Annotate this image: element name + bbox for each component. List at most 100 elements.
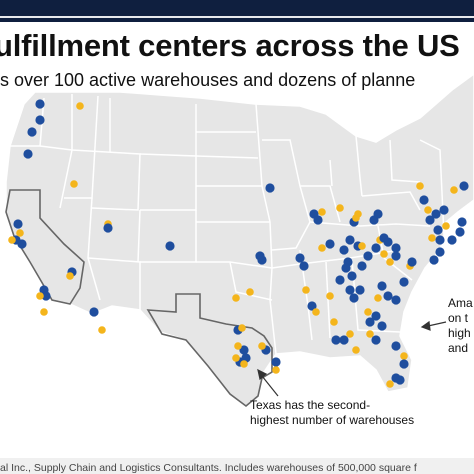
active-warehouse-marker <box>339 335 349 345</box>
active-warehouse-marker <box>271 357 281 367</box>
active-warehouse-marker <box>399 277 409 287</box>
planned-warehouse-marker <box>66 272 74 280</box>
planned-warehouse-marker <box>424 206 432 214</box>
active-warehouse-marker <box>363 251 373 261</box>
planned-warehouse-marker <box>416 182 424 190</box>
active-warehouse-marker <box>331 335 341 345</box>
active-warehouse-marker <box>35 99 45 109</box>
active-warehouse-marker <box>431 209 441 219</box>
state-border <box>255 103 277 355</box>
planned-warehouse-marker <box>450 186 458 194</box>
state-border <box>137 209 141 263</box>
arrow-icon <box>257 368 268 381</box>
amazon-note: Ama on t high and <box>448 296 473 356</box>
active-warehouse-marker <box>429 255 439 265</box>
planned-warehouse-marker <box>336 204 344 212</box>
active-warehouse-marker <box>307 301 317 311</box>
active-warehouse-marker <box>347 271 357 281</box>
arrow-icon <box>427 321 447 327</box>
active-warehouse-marker <box>371 311 381 321</box>
state-border <box>71 149 141 211</box>
footer-band <box>0 458 474 474</box>
header-band <box>0 0 474 22</box>
planned-warehouse-marker <box>428 234 436 242</box>
arrow-icon <box>420 320 431 331</box>
planned-warehouse-marker <box>16 229 24 237</box>
active-warehouse-marker <box>439 205 449 215</box>
active-warehouse-marker <box>89 307 99 317</box>
planned-warehouse-marker <box>352 346 360 354</box>
active-warehouse-marker <box>447 235 457 245</box>
active-warehouse-marker <box>391 243 401 253</box>
active-warehouse-marker <box>295 253 305 263</box>
state-border <box>351 259 401 333</box>
state-border <box>139 153 197 211</box>
planned-warehouse-marker <box>234 342 242 350</box>
planned-warehouse-marker <box>380 250 388 258</box>
active-warehouse-marker <box>165 241 175 251</box>
active-warehouse-marker <box>459 181 469 191</box>
planned-warehouse-marker <box>312 308 320 316</box>
active-warehouse-marker <box>391 295 401 305</box>
planned-warehouse-marker <box>240 360 248 368</box>
planned-warehouse-marker <box>346 330 354 338</box>
planned-warehouse-marker <box>8 236 16 244</box>
arrow-icon <box>261 375 279 397</box>
planned-warehouse-marker <box>258 342 266 350</box>
active-warehouse-marker <box>435 235 445 245</box>
active-warehouse-marker <box>357 261 367 271</box>
planned-warehouse-marker <box>364 308 372 316</box>
planned-warehouse-marker <box>238 324 246 332</box>
active-warehouse-marker <box>265 183 275 193</box>
state-border <box>229 261 273 301</box>
active-warehouse-marker <box>239 345 249 355</box>
planned-warehouse-marker <box>318 208 326 216</box>
active-warehouse-marker <box>325 239 335 249</box>
active-warehouse-marker <box>373 209 383 219</box>
active-warehouse-marker <box>349 293 359 303</box>
state-border <box>195 155 259 159</box>
planned-warehouse-marker <box>358 242 366 250</box>
source-note: al Inc., Supply Chain and Logistics Cons… <box>0 462 417 474</box>
active-warehouse-marker <box>41 291 51 301</box>
active-warehouse-marker <box>399 359 409 369</box>
planned-warehouse-marker <box>98 326 106 334</box>
planned-warehouse-marker <box>302 286 310 294</box>
active-warehouse-marker <box>365 317 375 327</box>
planned-warehouse-marker <box>374 294 382 302</box>
planned-warehouse-marker <box>232 294 240 302</box>
planned-warehouse-marker <box>232 354 240 362</box>
active-warehouse-marker <box>435 247 445 257</box>
active-warehouse-marker <box>433 225 443 235</box>
active-warehouse-marker <box>383 237 393 247</box>
active-warehouse-marker <box>345 285 355 295</box>
planned-warehouse-marker <box>70 180 78 188</box>
active-warehouse-marker <box>391 341 401 351</box>
active-warehouse-marker <box>313 215 323 225</box>
active-warehouse-marker <box>27 127 37 137</box>
state-border <box>329 159 333 187</box>
amazon-note-line: high <box>448 326 471 340</box>
planned-warehouse-marker <box>386 380 394 388</box>
header-rule <box>0 16 474 18</box>
texas-note-line: highest number of warehouses <box>250 413 415 427</box>
state-border <box>271 263 301 269</box>
state-border <box>389 139 421 183</box>
active-warehouse-marker <box>407 257 417 267</box>
active-warehouse-marker <box>419 195 429 205</box>
active-warehouse-marker <box>377 321 387 331</box>
texas-note-line: Texas has the second- <box>250 398 371 412</box>
active-warehouse-marker <box>299 261 309 271</box>
page-subtitle: s over 100 active warehouses and dozens … <box>0 70 416 90</box>
active-warehouse-marker <box>255 251 265 261</box>
texas-note: Texas has the second- highest number of … <box>250 398 414 428</box>
active-warehouse-marker <box>455 227 465 237</box>
planned-warehouse-marker <box>76 102 84 110</box>
state-border <box>355 135 363 197</box>
planned-warehouse-marker <box>272 366 280 374</box>
active-warehouse-marker <box>339 245 349 255</box>
active-warehouse-marker <box>35 115 45 125</box>
amazon-note-line: and <box>448 341 469 355</box>
active-warehouse-marker <box>335 275 345 285</box>
